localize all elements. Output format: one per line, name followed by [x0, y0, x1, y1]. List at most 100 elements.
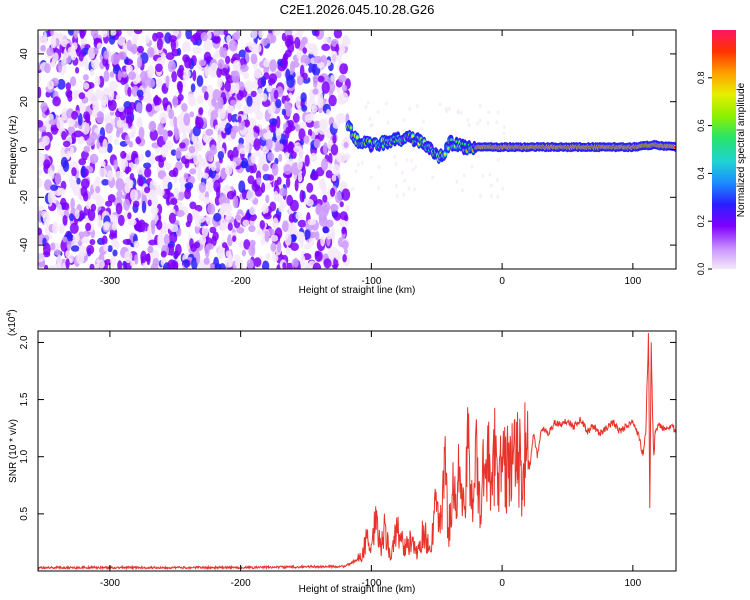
heatmap-cell: [345, 204, 350, 212]
heatmap-cell: [98, 253, 105, 262]
y-tick-label: -40: [19, 237, 30, 252]
heatmap-cell: [136, 118, 143, 128]
heatmap-cell: [341, 188, 351, 201]
heatmap-cell: [282, 262, 287, 269]
heatmap-cell: [76, 177, 81, 185]
heatmap-cell: [312, 88, 319, 95]
heatmap-cell: [82, 74, 89, 81]
heatmap-cell: [211, 235, 217, 247]
heatmap-cell: [309, 172, 319, 181]
heatmap-cell: [459, 111, 463, 115]
heatmap-cell: [204, 64, 210, 77]
heatmap-cell: [71, 110, 79, 120]
heatmap-cell: [145, 150, 151, 158]
heatmap-cell: [255, 110, 264, 121]
heatmap-cell: [197, 215, 206, 223]
heatmap-cell: [270, 242, 277, 252]
heatmap-cell: [125, 151, 133, 161]
colorbar-tick-label: 0.2: [696, 215, 706, 228]
snr-series-line: [38, 332, 676, 571]
heatmap-cell: [44, 264, 49, 269]
heatmap-cell: [443, 152, 447, 156]
x-tick-label: 100: [625, 276, 642, 287]
heatmap-cell: [218, 193, 227, 206]
heatmap-cell: [57, 61, 63, 73]
heatmap-cell: [322, 226, 330, 234]
heatmap-cell: [276, 176, 282, 186]
heatmap-cell: [287, 141, 295, 155]
heatmap-cell: [244, 80, 254, 93]
heatmap-cell: [273, 89, 279, 100]
heatmap-cell: [271, 163, 279, 176]
heatmap-cell: [175, 209, 185, 218]
heatmap-cell: [155, 77, 163, 88]
heatmap-cell: [115, 94, 121, 101]
heatmap-cell: [38, 177, 43, 188]
heatmap-cell: [116, 130, 120, 138]
heatmap-cell: [141, 76, 149, 89]
heatmap-cell: [228, 40, 238, 52]
heatmap-cell: [78, 51, 84, 62]
heatmap-cell: [108, 88, 115, 101]
heatmap-cell: [208, 263, 216, 269]
heatmap-cell: [128, 71, 136, 80]
heatmap-cell: [162, 129, 169, 142]
heatmap-cell: [411, 134, 415, 138]
heatmap-cell: [211, 70, 217, 78]
heatmap-cell: [230, 85, 239, 93]
heatmap-cell: [50, 242, 56, 251]
heatmap-cell: [247, 175, 255, 185]
heatmap-cell: [153, 95, 160, 104]
heatmap-cell: [232, 53, 241, 63]
heatmap-cell: [304, 229, 311, 240]
heatmap-cell: [43, 159, 51, 169]
snr-plot-area: [38, 331, 676, 571]
heatmap-cell: [386, 120, 390, 125]
heatmap-cell: [107, 194, 116, 203]
heatmap-cell: [221, 47, 228, 59]
heatmap-cell: [61, 55, 67, 68]
y-tick-label: 0: [19, 146, 30, 152]
heatmap-cell: [326, 219, 334, 228]
snr-multiplier-base: (x10: [7, 316, 18, 336]
heatmap-cell: [295, 95, 301, 109]
heatmap-cell: [299, 189, 305, 203]
heatmap-cell: [62, 236, 68, 243]
heatmap-cell: [251, 47, 259, 55]
heatmap-cell: [240, 64, 249, 72]
heatmap-cell: [304, 262, 312, 269]
heatmap-cell: [370, 122, 374, 127]
heatmap-cell: [103, 50, 110, 60]
heatmap-cell: [58, 223, 65, 234]
heatmap-cell: [117, 214, 125, 227]
heatmap-cell: [171, 70, 178, 83]
heatmap-cell: [118, 105, 125, 113]
heatmap-cell: [232, 235, 237, 242]
colorbar-tick-label: 0.4: [696, 167, 706, 180]
y-tick-label: 1.0: [19, 449, 30, 463]
heatmap-cell: [250, 90, 257, 98]
heatmap-cell: [260, 238, 266, 246]
heatmap-cell: [66, 91, 73, 99]
heatmap-cell: [46, 80, 55, 90]
heatmap-cell: [195, 115, 200, 126]
heatmap-cell: [212, 89, 221, 101]
heatmap-cell: [178, 191, 185, 199]
heatmap-cell: [369, 175, 373, 180]
heatmap-cell: [243, 72, 249, 80]
heatmap-cell: [184, 182, 194, 190]
heatmap-cell: [299, 139, 304, 146]
heatmap-cell: [269, 118, 278, 126]
heatmap-cell: [285, 262, 294, 269]
heatmap-cell: [235, 214, 242, 221]
heatmap-cell: [218, 120, 225, 132]
heatmap-cell: [273, 190, 279, 201]
heatmap-cell: [267, 174, 274, 181]
heatmap-cell: [486, 121, 490, 126]
heatmap-cell: [213, 212, 222, 222]
heatmap-cell: [128, 218, 137, 226]
heatmap-cell: [308, 66, 313, 73]
heatmap-cell: [157, 122, 164, 136]
heatmap-cell: [394, 183, 398, 188]
heatmap-cell: [192, 46, 202, 55]
